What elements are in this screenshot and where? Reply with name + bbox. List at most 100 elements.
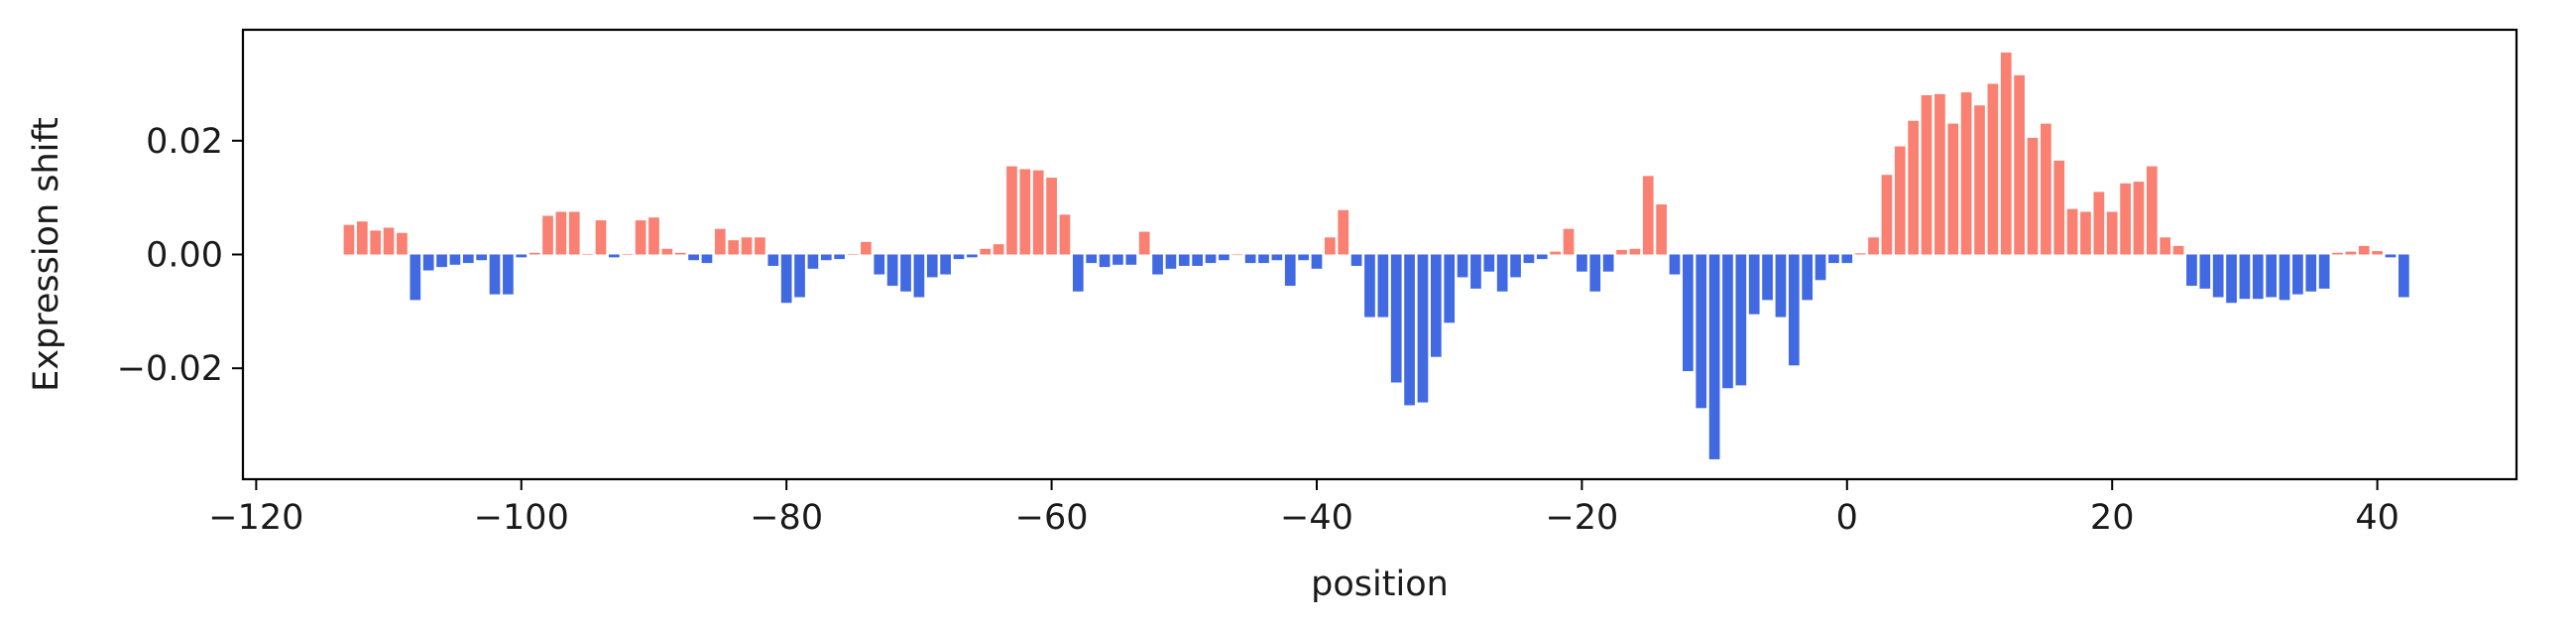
bar: [1762, 254, 1773, 301]
bar: [370, 230, 382, 255]
bar: [980, 248, 992, 255]
bar: [2385, 254, 2397, 258]
bar: [926, 254, 938, 278]
bar: [648, 217, 659, 255]
bar: [1934, 93, 1945, 255]
y-tick-label: 0.02: [146, 122, 223, 162]
bar: [2027, 137, 2039, 255]
bar: [1496, 254, 1508, 292]
bar: [1523, 254, 1535, 264]
bar: [1006, 166, 1017, 255]
bar: [1125, 254, 1137, 265]
bar: [1708, 254, 1720, 459]
bar: [476, 254, 488, 261]
bar: [1219, 254, 1229, 261]
plot-frame: [241, 28, 2518, 481]
bar: [1550, 251, 1562, 255]
bar: [1152, 254, 1163, 275]
bar: [2358, 245, 2370, 255]
bar: [1444, 254, 1456, 323]
bar: [2345, 251, 2357, 255]
bar: [1815, 254, 1826, 281]
bar: [1364, 254, 1375, 317]
bar: [2066, 208, 2078, 255]
bar: [542, 215, 553, 255]
x-tick-label: −60: [1015, 498, 1089, 538]
bar: [1589, 254, 1601, 292]
bar: [1696, 254, 1707, 409]
x-tick-label: −20: [1545, 498, 1618, 538]
bar: [1072, 254, 1084, 292]
bar: [674, 252, 686, 255]
bar: [1284, 254, 1296, 287]
bar: [1854, 253, 1866, 255]
bar: [1947, 123, 1959, 255]
bar: [1470, 254, 1481, 289]
bar: [1205, 254, 1217, 264]
bar: [993, 244, 1004, 255]
bar: [1430, 254, 1442, 357]
bar: [1350, 254, 1362, 266]
x-tick-label: −40: [1280, 498, 1353, 538]
bar: [953, 254, 965, 260]
bar: [967, 254, 978, 258]
x-axis-label: position: [1311, 565, 1449, 604]
bar: [568, 211, 580, 255]
bar: [661, 248, 673, 255]
bar: [449, 254, 461, 265]
bar: [755, 237, 765, 255]
bar: [2252, 254, 2264, 300]
bar: [1390, 254, 1402, 383]
bar: [1828, 254, 1839, 264]
bar: [2014, 74, 2025, 255]
bar: [528, 252, 540, 255]
bar: [688, 254, 699, 261]
bar: [1099, 254, 1111, 268]
bar: [1046, 178, 1057, 255]
bar: [1298, 254, 1309, 261]
bar: [383, 227, 395, 255]
bar: [780, 254, 792, 304]
bar: [1059, 214, 1071, 255]
bar: [1683, 254, 1694, 372]
bar: [1894, 146, 1906, 255]
bar: [2199, 254, 2211, 289]
bar: [1086, 254, 1098, 264]
bar: [622, 253, 634, 255]
bar: [635, 220, 646, 255]
bar: [1271, 254, 1283, 261]
bar: [2305, 254, 2317, 292]
bar: [1735, 254, 1747, 386]
bar: [2239, 254, 2251, 300]
bar: [1244, 254, 1256, 264]
bar: [2120, 183, 2131, 255]
bar: [1802, 254, 1814, 301]
bar: [2133, 182, 2145, 255]
bar: [1921, 94, 1932, 255]
bar: [2186, 254, 2197, 287]
bar: [1510, 254, 1521, 278]
bar: [1577, 254, 1587, 272]
bar: [2106, 211, 2118, 255]
bar: [2053, 160, 2065, 255]
bar: [1841, 254, 1853, 264]
bar: [503, 254, 514, 295]
bar: [1656, 204, 1667, 255]
bar: [913, 254, 925, 298]
x-tick-label: 0: [1836, 498, 1858, 538]
bar: [2226, 254, 2237, 304]
bar: [1536, 254, 1548, 260]
bar: [1987, 83, 1999, 255]
bar: [714, 228, 726, 255]
bar: [1616, 249, 1627, 255]
bar: [343, 224, 355, 255]
bar: [2000, 52, 2012, 255]
x-ticks-group: −120 −100 −80 −60 −40 −20 0 20 40: [208, 479, 2400, 538]
bar: [1032, 170, 1044, 255]
bar: [1642, 176, 1654, 255]
bar: [1338, 209, 1349, 255]
y-tick-label: 0.00: [146, 236, 223, 276]
bar: [1377, 254, 1389, 317]
bars-group: [343, 52, 2409, 459]
